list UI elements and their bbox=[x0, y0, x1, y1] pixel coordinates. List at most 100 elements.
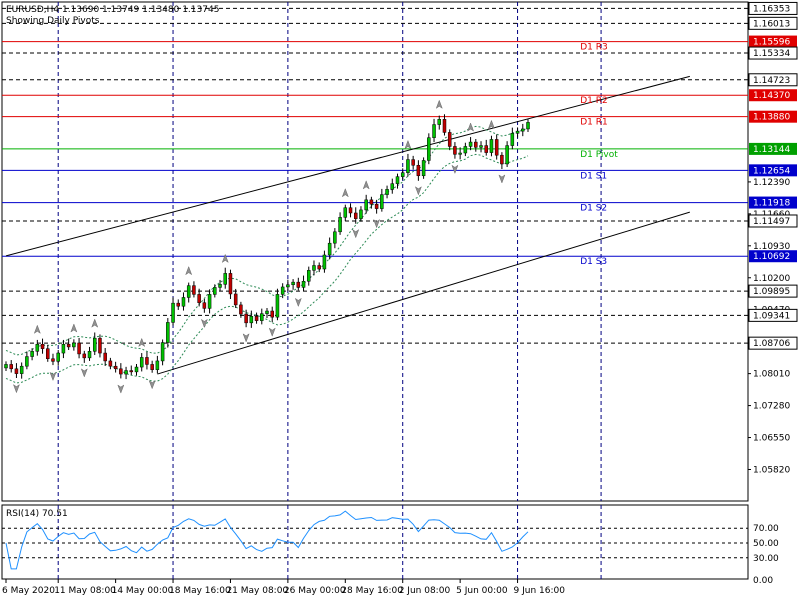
rsi-axis-label: 0.00 bbox=[753, 576, 773, 586]
price-axis-label: 1.10200 bbox=[753, 274, 790, 284]
fractal-up-arrow bbox=[33, 324, 41, 334]
candle-body bbox=[343, 207, 348, 218]
rsi-axis-label: 70.00 bbox=[753, 524, 779, 534]
candle-body bbox=[510, 133, 515, 146]
envelope-lower bbox=[5, 153, 529, 384]
price-axis-label: 1.06550 bbox=[753, 434, 790, 444]
candle-body bbox=[380, 194, 384, 209]
candle-body bbox=[139, 357, 144, 368]
candle-body bbox=[4, 364, 8, 369]
fractal-up-arrow bbox=[138, 337, 146, 348]
candle-body bbox=[30, 351, 34, 357]
price-axis-highlight-label: 1.15596 bbox=[753, 38, 790, 48]
price-axis-highlight bbox=[749, 89, 797, 102]
price-axis-level-box bbox=[748, 73, 798, 87]
price-axis-level-box bbox=[748, 1, 798, 15]
candle-body bbox=[333, 231, 337, 244]
candle-body bbox=[113, 365, 118, 370]
candle-body bbox=[265, 310, 269, 314]
candle-body bbox=[353, 212, 358, 219]
candle-body bbox=[447, 132, 452, 147]
price-axis-level-box bbox=[748, 214, 798, 228]
candle-body bbox=[228, 273, 233, 295]
candle-body bbox=[494, 139, 499, 156]
candle-body bbox=[505, 145, 509, 165]
fractal-up-arrow bbox=[362, 180, 370, 190]
time-axis-label: 28 May 16:00 bbox=[341, 586, 403, 596]
candle-body bbox=[119, 368, 123, 375]
price-axis-highlight-label: 1.14370 bbox=[753, 91, 790, 101]
candle-body bbox=[260, 313, 264, 321]
candle-body bbox=[249, 316, 254, 324]
fractal-down-arrow bbox=[12, 383, 20, 394]
candle-body bbox=[40, 344, 45, 349]
time-axis-label: 21 May 08:00 bbox=[226, 586, 288, 596]
pivot-label: D1 R3 bbox=[580, 43, 608, 53]
price-axis-layer: 1.163531.160131.153341.147231.123901.116… bbox=[748, 1, 798, 475]
candle-body bbox=[103, 352, 107, 362]
price-axis-highlight bbox=[749, 164, 797, 177]
candle-body bbox=[14, 368, 19, 374]
candle-body bbox=[166, 322, 170, 343]
candle-body bbox=[134, 366, 139, 373]
candle-body bbox=[192, 285, 196, 295]
candle-body bbox=[66, 344, 71, 348]
time-axis-label: 9 Jun 16:00 bbox=[514, 586, 566, 596]
price-axis-label: 1.10930 bbox=[753, 242, 790, 252]
pivot-labels-layer: D1 R3 D1 R2 D1 R1 D1 Pivot D1 S1 D1 S2 D1 S3 bbox=[580, 43, 618, 268]
candle-body bbox=[186, 285, 191, 298]
pivot-label: D1 S3 bbox=[580, 257, 607, 267]
pivot-label: D1 R1 bbox=[580, 118, 608, 128]
candle-body bbox=[427, 137, 431, 161]
candle-body bbox=[521, 128, 525, 132]
fractal-up-arrow bbox=[404, 139, 412, 150]
fractal-down-arrow bbox=[268, 327, 276, 337]
candle-body bbox=[296, 281, 301, 288]
fractal-up-arrow bbox=[487, 119, 495, 130]
candle-body bbox=[453, 146, 457, 155]
candle-body bbox=[348, 207, 353, 214]
time-axis-label: 2 Jun 08:00 bbox=[399, 586, 451, 596]
candle-body bbox=[442, 119, 447, 133]
time-axis-label: 14 May 00:00 bbox=[112, 586, 174, 596]
price-axis-highlight-label: 1.13144 bbox=[753, 145, 790, 155]
price-axis-level-label: 1.09895 bbox=[753, 287, 790, 297]
price-panel-frame bbox=[1, 1, 749, 502]
candle-body bbox=[72, 342, 76, 348]
time-axis-label: 6 May 2020 bbox=[2, 586, 55, 596]
price-axis-highlight bbox=[749, 35, 797, 48]
fractal-up-arrow bbox=[70, 323, 78, 333]
rsi-line bbox=[5, 510, 529, 570]
candle-body bbox=[218, 284, 222, 288]
fractal-up-arrow bbox=[91, 318, 99, 328]
candle-body bbox=[171, 302, 175, 323]
fractal-down-arrow bbox=[200, 318, 208, 329]
price-axis-label: 1.07280 bbox=[753, 402, 790, 412]
candle-body bbox=[484, 145, 488, 153]
envelope-layer bbox=[5, 125, 529, 384]
candle-body bbox=[207, 294, 212, 309]
price-axis-highlight bbox=[749, 250, 797, 263]
fractal-down-arrow bbox=[148, 380, 156, 390]
candle-body bbox=[479, 145, 483, 148]
price-axis-highlight-label: 1.11918 bbox=[753, 199, 790, 209]
price-axis-level-box bbox=[748, 284, 798, 298]
price-axis-level-box bbox=[748, 308, 798, 322]
candle-body bbox=[374, 203, 379, 209]
rsi-axis-label: 30.00 bbox=[753, 554, 779, 564]
price-axis-level-label: 1.15334 bbox=[753, 49, 790, 59]
candle-body bbox=[275, 294, 280, 318]
price-axis-level-box bbox=[748, 46, 798, 60]
candle-body bbox=[468, 141, 473, 147]
candle-body bbox=[291, 281, 295, 286]
price-axis-level-box bbox=[748, 336, 798, 350]
fractal-down-arrow bbox=[414, 186, 422, 196]
candle-body bbox=[411, 159, 415, 166]
candle-body bbox=[223, 273, 227, 285]
price-axis-level-label: 1.11497 bbox=[753, 217, 790, 227]
candle-body bbox=[202, 302, 207, 309]
price-axis-label: 1.08010 bbox=[753, 370, 790, 380]
channel-layer bbox=[5, 75, 690, 375]
time-axis-label: 26 May 00:00 bbox=[284, 586, 346, 596]
